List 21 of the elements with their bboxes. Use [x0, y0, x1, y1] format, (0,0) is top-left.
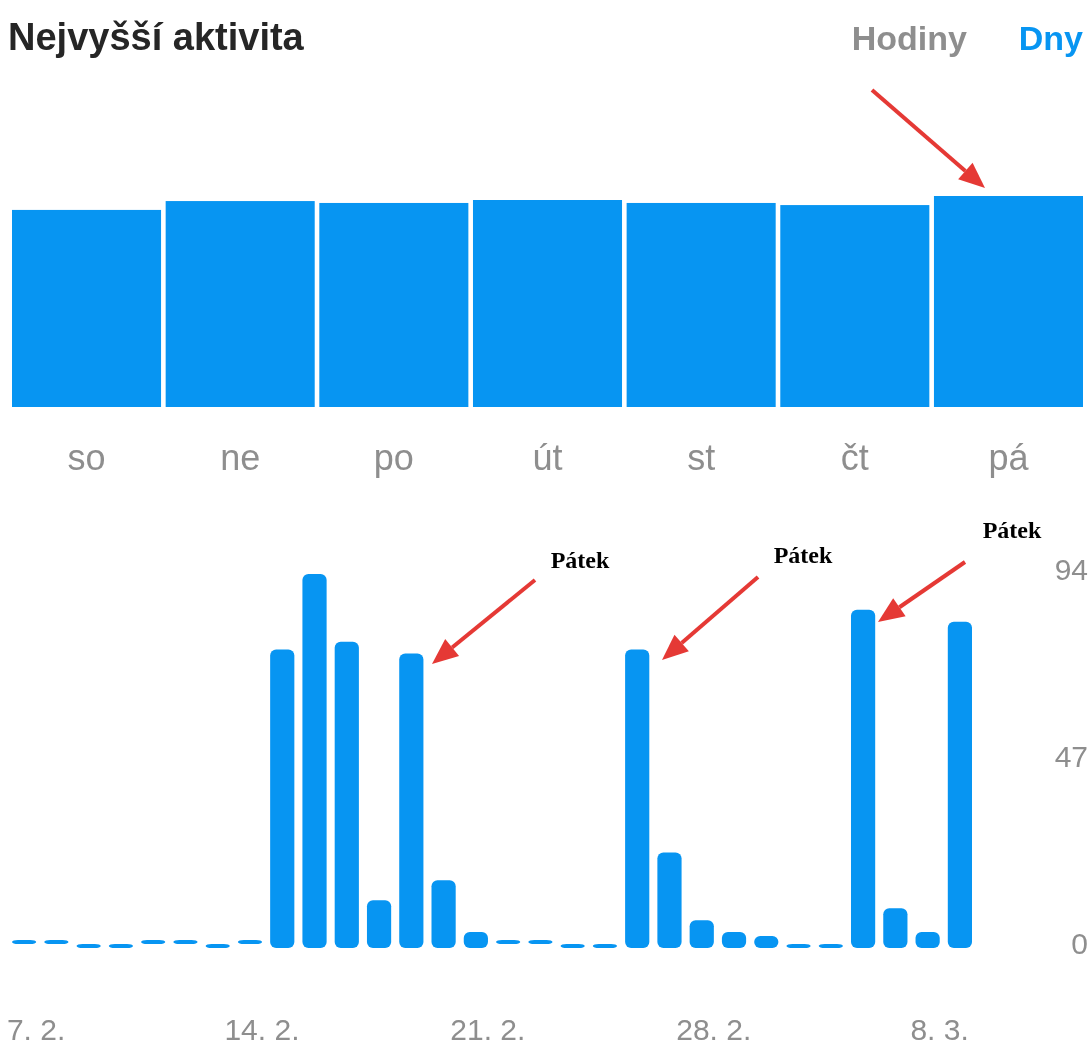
y-tick-label: 94 [1054, 553, 1088, 586]
x-tick-label: 14. 2. [224, 1013, 300, 1046]
x-tick-label: ne [220, 437, 261, 478]
text: Pátek [773, 542, 833, 568]
x-tick-label: st [687, 437, 716, 478]
y-tick-label: 47 [1054, 740, 1088, 773]
x-tick-label: po [373, 437, 414, 478]
x-tick-label: čt [840, 437, 869, 478]
y-tick-label: 0 [1071, 927, 1088, 960]
annotation: Pátek [550, 547, 610, 573]
x-tick-label: pá [988, 437, 1030, 478]
text: Pátek [982, 517, 1042, 543]
x-tick-label: 28. 2. [676, 1013, 752, 1046]
x-tick-label: út [532, 437, 563, 478]
x-tick-label: 21. 2. [450, 1013, 526, 1046]
x-tick-label: 7. 2. [6, 1013, 66, 1046]
text: Dny [1018, 19, 1084, 57]
x-tick-label: so [67, 437, 106, 478]
chart-title: Nejvyšší aktivita [8, 16, 305, 58]
text: Hodiny [851, 19, 968, 57]
x-tick-label: 8. 3. [910, 1013, 969, 1046]
